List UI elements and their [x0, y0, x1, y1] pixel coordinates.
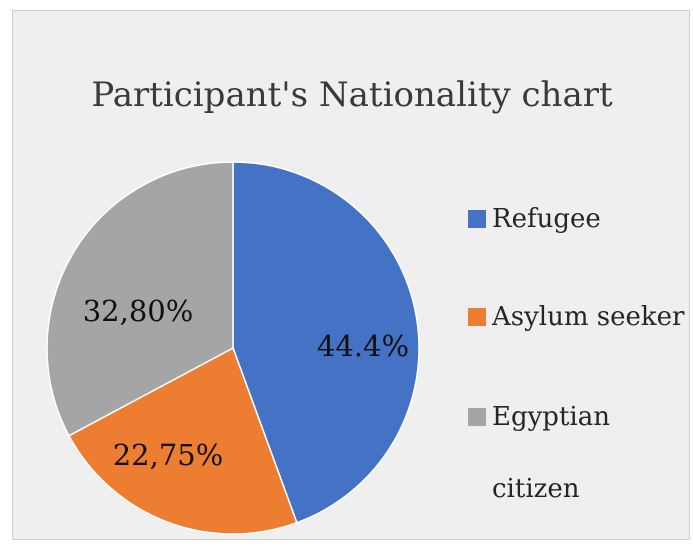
legend-label-refugee: Refugee	[492, 204, 601, 234]
legend-swatch-refugee	[468, 210, 486, 228]
chart-title: Participant's Nationality chart	[91, 75, 613, 115]
chart-area: Participant's Nationality chart 44.4% 22,…	[12, 10, 690, 540]
legend-label-egyptian-citizen: Egyptian citizen	[492, 402, 610, 504]
pie-slice-egyptian-citizen	[46, 161, 234, 437]
pie-slice-refugee	[232, 161, 420, 524]
legend-item-refugee: Refugee	[468, 201, 601, 237]
data-label-asylum-seeker: 22,75%	[113, 438, 224, 472]
pie-slice-asylum-seeker	[67, 346, 298, 535]
legend-label-asylum-seeker: Asylum seeker	[492, 302, 685, 332]
pie-slices	[46, 161, 420, 535]
data-label-egyptian-citizen: 32,80%	[83, 294, 194, 328]
legend-swatch-asylum-seeker	[468, 308, 486, 326]
legend-item-asylum-seeker: Asylum seeker	[468, 299, 684, 335]
pie-chart: 44.4% 22,75% 32,80%	[46, 161, 420, 535]
legend-item-egyptian-citizen: Egyptian citizen	[468, 399, 622, 525]
pie-labels: 44.4% 22,75% 32,80%	[83, 294, 409, 472]
data-label-refugee: 44.4%	[317, 329, 409, 363]
legend-swatch-egyptian-citizen	[468, 408, 486, 426]
